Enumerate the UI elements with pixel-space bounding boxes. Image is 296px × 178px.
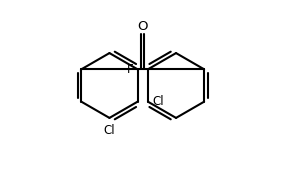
Text: O: O <box>138 20 148 33</box>
Text: Cl: Cl <box>152 95 164 108</box>
Text: F: F <box>126 63 133 76</box>
Text: Cl: Cl <box>104 124 115 137</box>
